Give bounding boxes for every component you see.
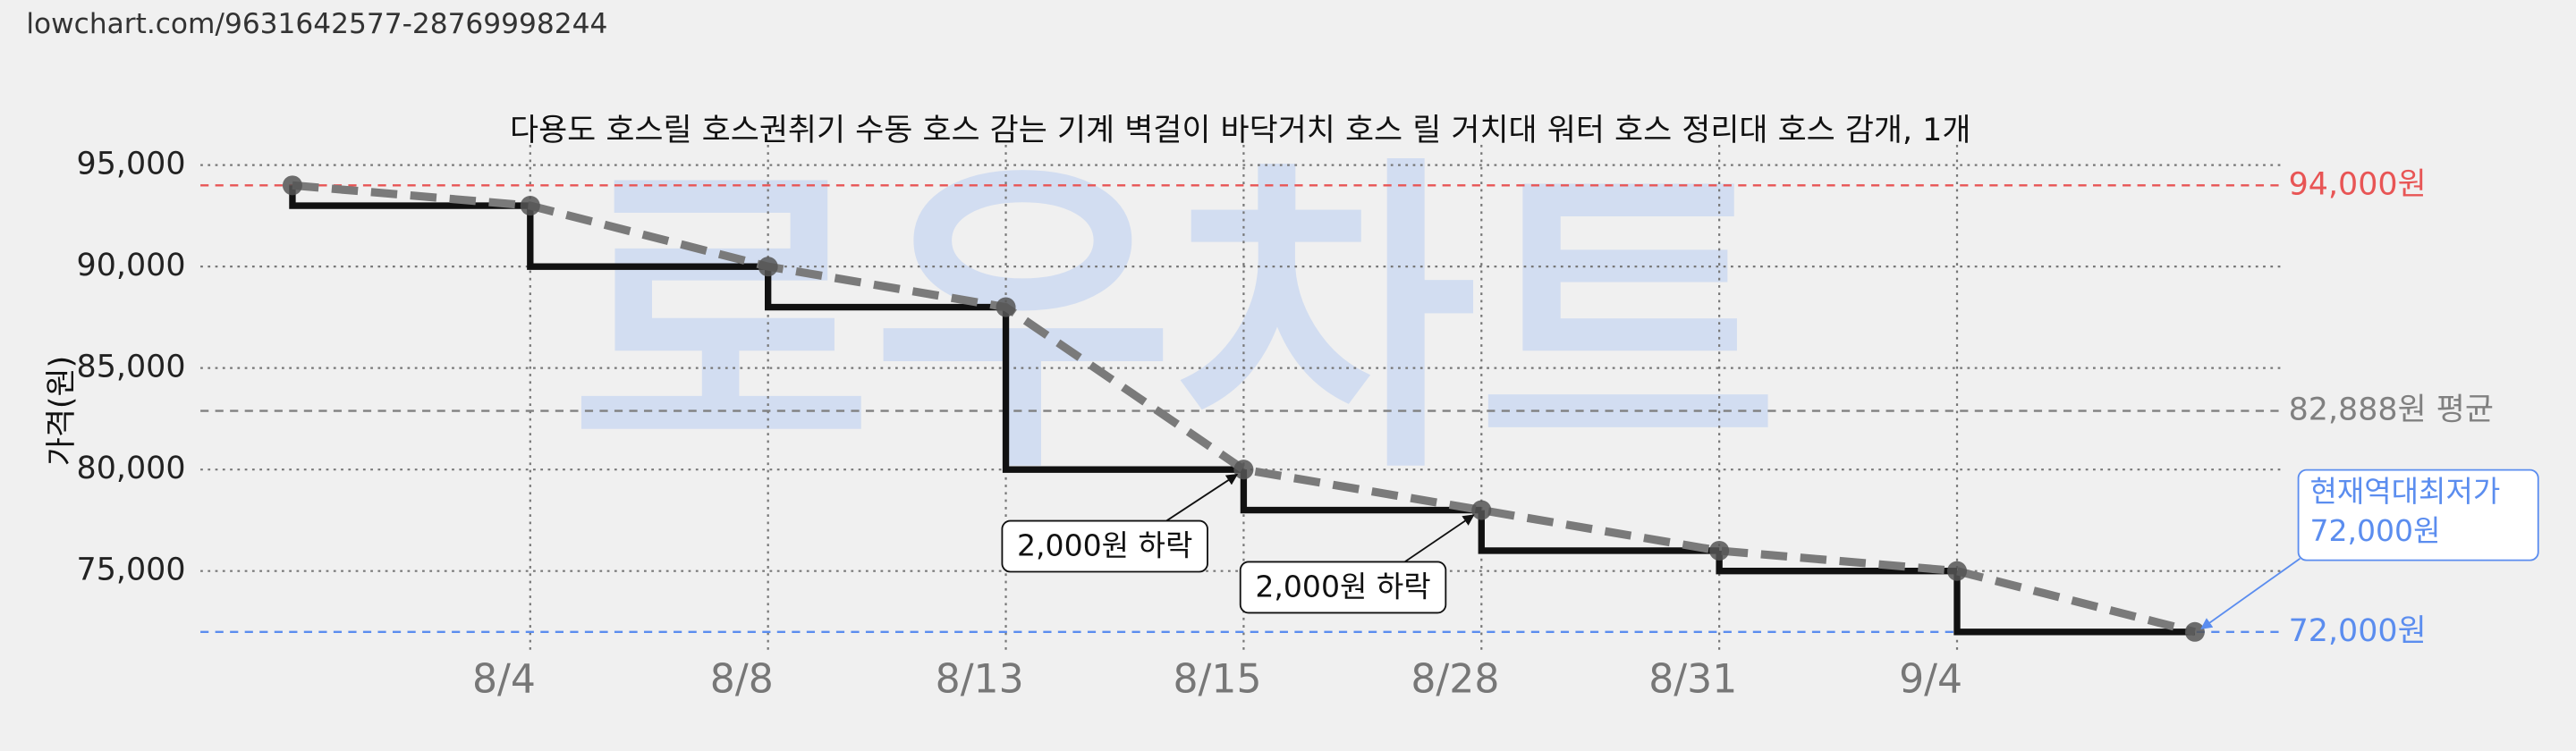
point — [2184, 621, 2205, 642]
point — [1471, 500, 1492, 520]
x-tick-label: 9/4 — [1899, 657, 1962, 703]
x-tick-label: 8/15 — [1174, 657, 1262, 703]
point — [1233, 460, 1254, 480]
y-tick-label: 90,000 — [77, 248, 186, 283]
point — [758, 257, 778, 277]
trend-line — [292, 181, 2197, 637]
y-tick-label: 75,000 — [77, 553, 186, 588]
chart-title: 다용도 호스릴 호스권취기 수동 호스 감는 기계 벽걸이 바닥거치 호스 릴 … — [510, 113, 1970, 148]
callout-text: 현재역대최저가 — [2309, 474, 2500, 509]
annotation-text: 2,000원 하락 — [1255, 569, 1430, 603]
annotation-arrow — [1165, 473, 1239, 522]
step-segment — [1240, 469, 1482, 514]
watermark: 로우차트 — [570, 130, 1779, 512]
y-axis-label: 가격(원) — [44, 356, 80, 466]
callout-arrow — [2200, 558, 2301, 629]
reference-label: 72,000원 — [2289, 613, 2427, 649]
x-tick-label: 8/8 — [710, 657, 774, 703]
annotation-arrow — [1403, 514, 1475, 563]
x-tick-label: 8/13 — [936, 657, 1024, 703]
step-segment — [765, 266, 1006, 311]
step-segment — [1478, 510, 1720, 554]
point — [282, 175, 302, 196]
annotation-box — [1239, 561, 1447, 614]
callout-text: 72,000원 — [2309, 513, 2440, 548]
callout-box — [2297, 468, 2539, 561]
x-tick-label: 8/4 — [472, 657, 536, 703]
annotation-box — [1001, 519, 1208, 573]
point — [1709, 540, 1730, 561]
point — [1946, 561, 1968, 581]
url: lowchart.com/9631642577-28769998244 — [26, 8, 607, 40]
annotation-text: 2,000원 하락 — [1017, 527, 1192, 562]
step-segment — [527, 206, 768, 270]
point — [996, 297, 1016, 317]
y-tick-label: 95,000 — [77, 147, 186, 182]
y-tick-label: 80,000 — [77, 451, 186, 486]
x-tick-label: 8/31 — [1648, 657, 1737, 703]
step-segment — [1953, 570, 2195, 636]
step-segment — [1002, 307, 1244, 473]
point — [520, 196, 540, 216]
reference-label: 94,000원 — [2289, 166, 2427, 202]
x-tick-label: 8/28 — [1411, 657, 1499, 703]
reference-label: 82,888원 평균 — [2289, 392, 2494, 428]
y-tick-label: 85,000 — [77, 350, 186, 385]
